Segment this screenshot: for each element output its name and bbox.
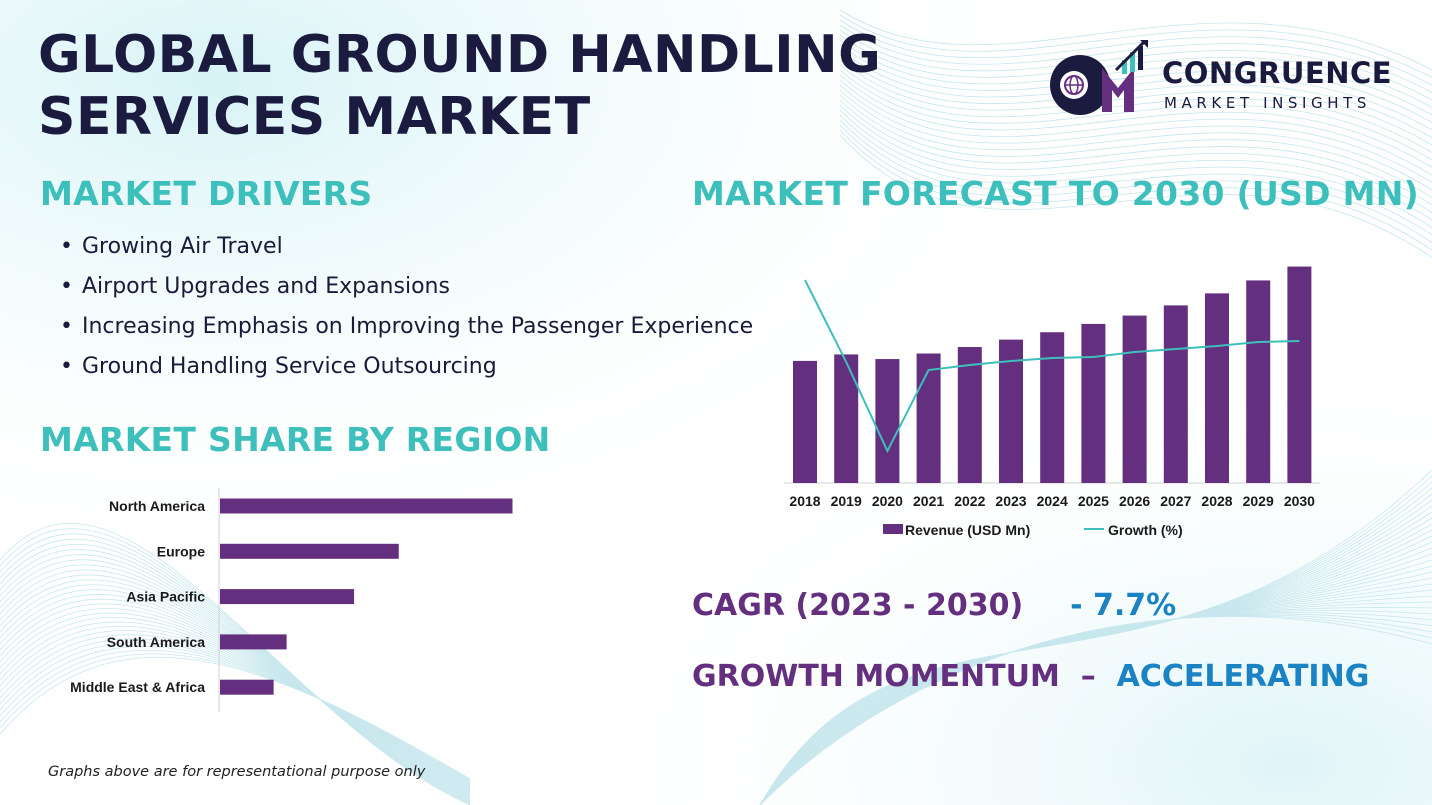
revenue-bar-2018: [793, 360, 817, 483]
page-title: GLOBAL GROUND HANDLING SERVICES MARKET: [38, 24, 881, 148]
brand-name: CONGRUENCE: [1162, 56, 1393, 90]
x-tick-label: 2022: [954, 493, 985, 509]
x-tick-label: 2029: [1243, 493, 1274, 509]
region-label: Europe: [157, 543, 205, 559]
brand-logo: CONGRUENCE MARKET INSIGHTS: [1044, 40, 1404, 120]
revenue-bar-2025: [1081, 323, 1106, 483]
legend-label-revenue: Revenue (USD Mn): [905, 522, 1030, 538]
x-tick-label: 2021: [913, 493, 944, 509]
forecast-heading: MARKET FORECAST TO 2030 (USD MN): [692, 174, 1420, 213]
x-tick-label: 2030: [1284, 493, 1315, 509]
chart-legend: Revenue (USD Mn) Growth (%): [883, 522, 1183, 538]
cagr-label: CAGR (2023 - 2030): [692, 588, 1024, 623]
cagr-stat: CAGR (2023 - 2030) - 7.7%: [692, 588, 1176, 623]
x-tick-label: 2026: [1119, 493, 1150, 509]
momentum-label: GROWTH MOMENTUM: [692, 659, 1060, 694]
revenue-bar-2028: [1205, 293, 1229, 483]
momentum-value: ACCELERATING: [1116, 659, 1370, 694]
legend-label-growth: Growth (%): [1108, 522, 1183, 538]
region-heading: MARKET SHARE BY REGION: [40, 420, 551, 459]
x-tick-label: 2027: [1160, 493, 1191, 509]
forecast-chart: 2018 2019 2020 2021 2022 2023 2024 2025 2026 2027…: [784, 266, 1320, 538]
revenue-bar-2027: [1163, 305, 1188, 483]
region-chart: North America Europe Asia Pacific South Ame…: [70, 488, 513, 712]
driver-item: Ground Handling Service Outsourcing: [58, 347, 769, 387]
region-label: South America: [107, 634, 205, 650]
region-bar: [220, 679, 274, 695]
driver-item: Increasing Emphasis on Improving the Pas…: [58, 307, 769, 347]
region-label: Middle East & Africa: [70, 679, 205, 695]
x-tick-label: 2024: [1037, 493, 1068, 509]
drivers-heading: MARKET DRIVERS: [40, 174, 373, 213]
driver-item: Growing Air Travel: [58, 227, 769, 267]
logo-mark-icon: [1050, 40, 1148, 115]
x-tick-label: 2019: [831, 493, 862, 509]
momentum-separator: –: [1070, 659, 1107, 694]
region-label: Asia Pacific: [126, 589, 205, 605]
revenue-bar-2019: [834, 354, 859, 483]
cagr-value: 7.7%: [1092, 588, 1177, 623]
footnote: Graphs above are for representational pu…: [48, 764, 426, 780]
region-bar: [220, 498, 513, 514]
revenue-bar-2024: [1040, 332, 1065, 483]
x-tick-label: 2025: [1078, 493, 1109, 509]
region-label: North America: [109, 498, 205, 514]
page-title-line-2: SERVICES MARKET: [38, 87, 591, 147]
revenue-bar-2030: [1287, 266, 1312, 483]
x-tick-label: 2018: [789, 493, 820, 509]
brand-subtitle: MARKET INSIGHTS: [1164, 94, 1372, 112]
revenue-bar-2022: [957, 347, 982, 483]
x-tick-label: 2020: [872, 493, 903, 509]
region-bar: [220, 634, 287, 650]
region-bar: [220, 543, 399, 559]
legend-swatch-revenue: [883, 524, 903, 534]
revenue-bar-2026: [1122, 315, 1147, 483]
revenue-bar-2023: [999, 339, 1023, 483]
x-tick-label: 2028: [1201, 493, 1232, 509]
region-bar: [220, 589, 355, 605]
cagr-separator: -: [1070, 588, 1093, 623]
revenue-bar-2020: [875, 359, 900, 483]
drivers-list: Growing Air Travel Airport Upgrades and …: [58, 227, 769, 387]
growth-series-line: [804, 279, 1300, 454]
revenue-bar-2021: [916, 353, 941, 483]
page-title-line-1: GLOBAL GROUND HANDLING: [38, 25, 882, 85]
revenue-bar-2029: [1246, 280, 1271, 483]
x-tick-label: 2023: [995, 493, 1026, 509]
driver-item: Airport Upgrades and Expansions: [58, 267, 769, 307]
growth-momentum-stat: GROWTH MOMENTUM – ACCELERATING: [692, 659, 1369, 694]
